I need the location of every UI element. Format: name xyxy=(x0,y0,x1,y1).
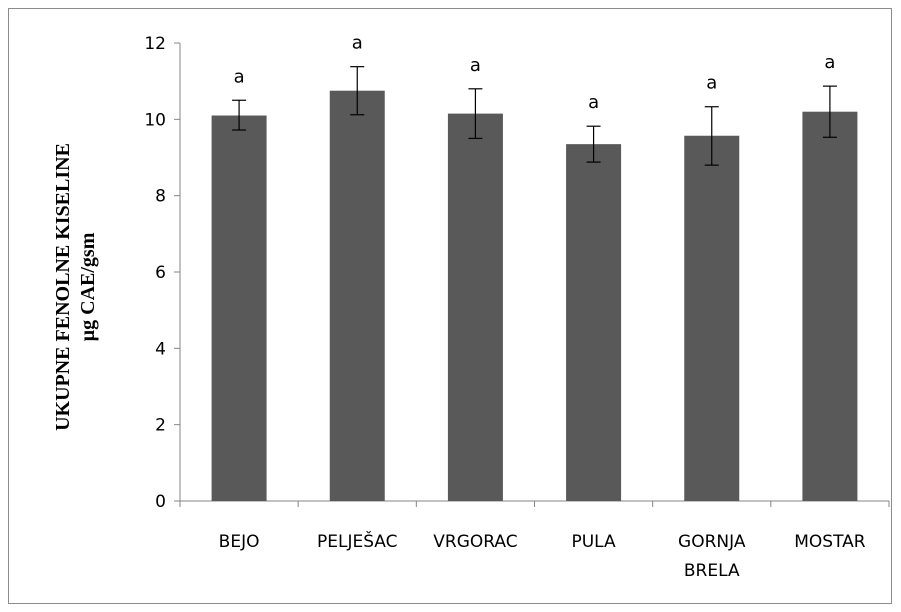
y-tick-label: 2 xyxy=(155,416,166,436)
y-tick-label: 6 xyxy=(155,263,166,283)
significance-label: a xyxy=(234,66,245,87)
bar xyxy=(566,144,622,501)
bar-chart: UKUPNE FENOLNE KISELINE µg CAE/gsm 0 2 4 6 8… xyxy=(52,33,890,581)
y-axis-label: UKUPNE FENOLNE KISELINE µg CAE/gsm xyxy=(52,143,99,431)
chart-frame: UKUPNE FENOLNE KISELINE µg CAE/gsm 0 2 4 6 8… xyxy=(8,8,892,604)
y-tick-label: 4 xyxy=(155,339,166,359)
bar xyxy=(211,115,267,502)
x-category-label: BRELA xyxy=(684,561,740,581)
y-axis-label-line-2: µg CAE/gsm xyxy=(77,232,99,341)
bar xyxy=(329,90,385,501)
significance-label: a xyxy=(470,55,481,76)
bar xyxy=(802,111,858,501)
x-category-label: MOSTAR xyxy=(794,532,866,552)
significance-label: a xyxy=(588,92,599,113)
x-category-label: PULA xyxy=(571,532,616,552)
y-axis-label-line-1: UKUPNE FENOLNE KISELINE xyxy=(52,143,74,431)
x-category-label: VRGORAC xyxy=(433,532,517,552)
x-category-label: PELJEŠAC xyxy=(317,530,398,552)
x-category-label: GORNJA xyxy=(678,532,746,552)
y-tick-label: 0 xyxy=(155,492,166,512)
bar xyxy=(684,135,740,501)
significance-label: a xyxy=(706,73,717,94)
bar xyxy=(447,113,503,501)
plot-area: 0 2 4 6 8 10 12 a BEJO a PELJEŠAC a VRGORAC a PULA a GOR… xyxy=(144,33,890,581)
significance-label: a xyxy=(824,52,835,73)
y-tick-label: 8 xyxy=(155,187,166,207)
x-category-label: BEJO xyxy=(219,532,260,552)
significance-label: a xyxy=(352,33,363,54)
y-tick-label: 12 xyxy=(144,34,166,54)
y-tick-label: 10 xyxy=(144,110,166,130)
